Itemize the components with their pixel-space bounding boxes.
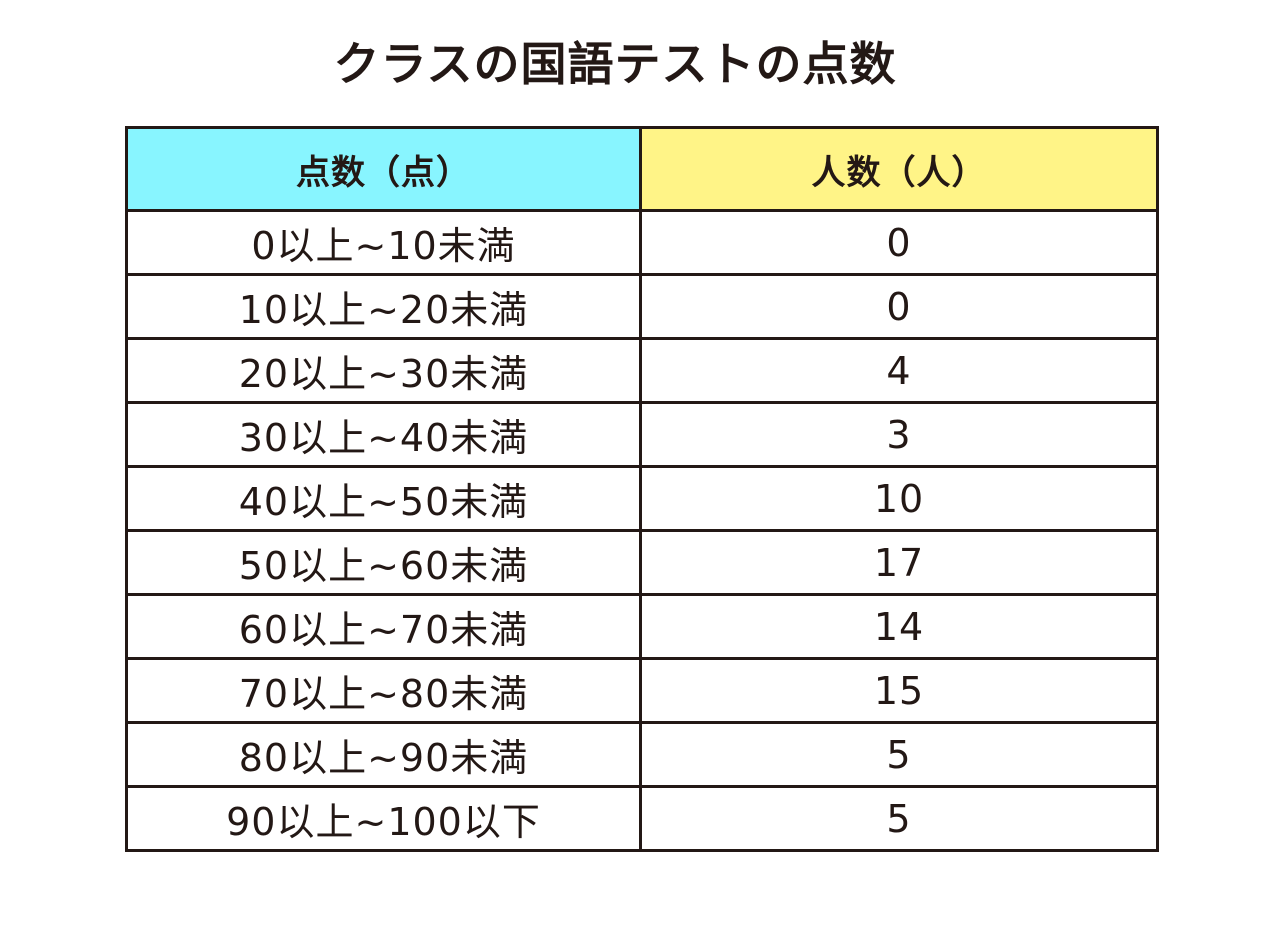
score-range-cell: 40以上~50未満 — [125, 465, 642, 532]
table-body: 0以上~10未満 0 10以上~20未満 0 20以上~30未満 4 30以上~40未満 3 4… — [125, 209, 1159, 852]
table-row: 50以上~60未満 17 — [125, 529, 1159, 596]
table-row: 0以上~10未満 0 — [125, 209, 1159, 276]
score-range-cell: 20以上~30未満 — [125, 337, 642, 404]
score-range-cell: 0以上~10未満 — [125, 209, 642, 276]
table-row: 30以上~40未満 3 — [125, 401, 1159, 468]
frequency-table: 点数（点） 人数（人） 0以上~10未満 0 10以上~20未満 0 20以上~30未満… — [125, 126, 1159, 852]
table-row: 40以上~50未満 10 — [125, 465, 1159, 532]
score-range-cell: 70以上~80未満 — [125, 657, 642, 724]
score-range-cell: 60以上~70未満 — [125, 593, 642, 660]
table-row: 10以上~20未満 0 — [125, 273, 1159, 340]
table-row: 20以上~30未満 4 — [125, 337, 1159, 404]
student-count-cell: 3 — [639, 401, 1159, 468]
table-row: 80以上~90未満 5 — [125, 721, 1159, 788]
score-range-cell: 10以上~20未満 — [125, 273, 642, 340]
column-header-score: 点数（点） — [125, 126, 642, 212]
table-row: 70以上~80未満 15 — [125, 657, 1159, 724]
student-count-cell: 5 — [639, 721, 1159, 788]
student-count-cell: 5 — [639, 785, 1159, 852]
score-range-cell: 90以上~100以下 — [125, 785, 642, 852]
column-header-count: 人数（人） — [639, 126, 1159, 212]
student-count-cell: 14 — [639, 593, 1159, 660]
page-title: クラスの国語テストの点数 — [333, 37, 897, 91]
student-count-cell: 15 — [639, 657, 1159, 724]
table-row: 90以上~100以下 5 — [125, 785, 1159, 852]
student-count-cell: 10 — [639, 465, 1159, 532]
student-count-cell: 17 — [639, 529, 1159, 596]
header-row: 点数（点） 人数（人） — [125, 126, 1159, 212]
score-range-cell: 30以上~40未満 — [125, 401, 642, 468]
table-row: 60以上~70未満 14 — [125, 593, 1159, 660]
score-range-cell: 50以上~60未満 — [125, 529, 642, 596]
student-count-cell: 0 — [639, 273, 1159, 340]
student-count-cell: 0 — [639, 209, 1159, 276]
score-range-cell: 80以上~90未満 — [125, 721, 642, 788]
student-count-cell: 4 — [639, 337, 1159, 404]
